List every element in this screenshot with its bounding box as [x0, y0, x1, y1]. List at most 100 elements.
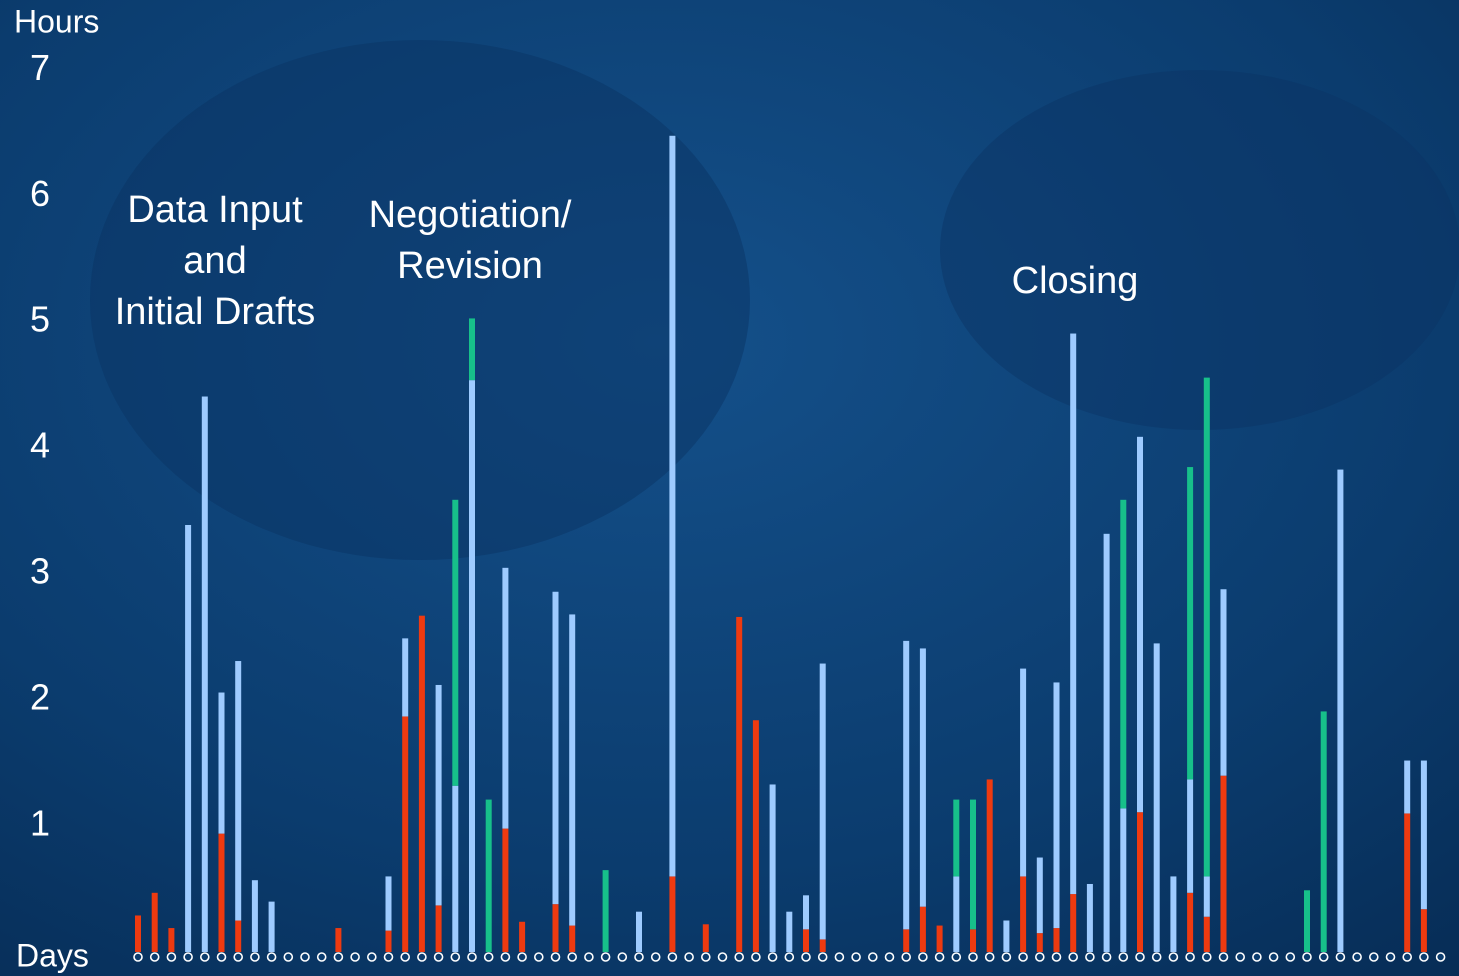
day-marker — [1318, 952, 1329, 962]
day-marker — [1202, 952, 1212, 962]
day-marker — [1185, 952, 1195, 962]
day-marker — [650, 952, 661, 962]
bar-segment — [1020, 876, 1027, 952]
y-tick-label: 6 — [30, 173, 50, 214]
day-marker — [1218, 952, 1229, 962]
bar-segment — [435, 905, 442, 952]
bar-segment — [251, 880, 258, 952]
bar-segment — [452, 499, 459, 786]
day-marker — [233, 952, 243, 962]
day-marker — [467, 952, 477, 962]
y-axis-title: Hours — [14, 3, 99, 39]
bar-segment — [819, 663, 826, 940]
bar-segment — [235, 661, 242, 921]
bar-segment — [335, 928, 342, 952]
day-marker — [984, 952, 995, 962]
day-marker — [1352, 952, 1362, 962]
day-marker — [400, 952, 411, 962]
day-marker — [717, 952, 728, 962]
day-marker — [133, 952, 143, 962]
day-marker — [934, 952, 945, 962]
bar-segment — [1120, 808, 1127, 952]
bar-segment — [402, 638, 409, 717]
background-shape — [90, 40, 750, 560]
day-marker — [1118, 952, 1129, 962]
day-marker — [366, 952, 377, 962]
bar-segment — [1404, 760, 1411, 814]
bar-segment — [452, 785, 459, 952]
bar-segment — [1120, 499, 1127, 809]
day-marker — [951, 952, 962, 962]
day-marker — [901, 952, 912, 962]
bar-segment — [1070, 894, 1077, 952]
bar-segment — [418, 615, 425, 952]
bar-segment — [569, 925, 576, 952]
day-marker — [550, 952, 561, 962]
day-marker — [1235, 952, 1245, 962]
annotation: Negotiation/ — [369, 194, 572, 236]
bar-segment — [185, 524, 192, 952]
bar-segment — [669, 135, 676, 877]
day-marker — [1085, 952, 1095, 962]
bar-segment — [1036, 857, 1043, 934]
bar-segment — [702, 924, 709, 952]
day-marker — [183, 952, 193, 962]
y-tick-label: 1 — [30, 803, 50, 844]
bar-segment — [636, 911, 642, 952]
day-marker — [867, 952, 878, 962]
bar-segment — [1137, 812, 1143, 952]
bar-segment — [786, 911, 793, 952]
day-marker — [817, 952, 828, 962]
bar-segment — [1153, 643, 1160, 952]
bar-segment — [986, 779, 993, 952]
bar-segment — [669, 876, 676, 952]
annotation: Closing — [1012, 260, 1139, 302]
bar-segment — [552, 591, 559, 905]
day-marker — [450, 952, 461, 962]
bar-segment — [385, 876, 392, 931]
day-marker — [500, 952, 511, 962]
annotation: Data Input — [127, 189, 303, 231]
x-axis-title: Days — [16, 937, 89, 973]
day-marker — [1285, 952, 1296, 962]
day-marker — [517, 952, 527, 962]
day-marker — [350, 952, 360, 962]
bar-segment — [936, 925, 943, 952]
bar-segment — [1304, 890, 1310, 952]
bar-segment — [1036, 933, 1043, 952]
bar-segment — [1203, 916, 1210, 952]
bar-segment — [435, 684, 442, 906]
bar-segment — [602, 870, 609, 952]
bar-segment — [218, 833, 225, 952]
day-marker — [1419, 952, 1429, 962]
day-marker — [483, 952, 494, 962]
day-marker — [417, 952, 427, 962]
bar-segment — [569, 614, 576, 926]
bar-segment — [953, 799, 960, 877]
day-marker — [1051, 952, 1062, 962]
day-marker — [851, 952, 861, 962]
bar-segment — [402, 716, 409, 952]
day-marker — [1435, 952, 1446, 962]
day-marker — [1385, 952, 1396, 962]
day-marker — [634, 952, 644, 962]
bar-segment — [919, 906, 926, 952]
day-marker — [1402, 952, 1412, 962]
annotation: and — [183, 240, 246, 282]
day-marker — [884, 952, 895, 962]
bar-segment — [1404, 813, 1411, 952]
day-marker — [1302, 952, 1312, 962]
day-marker — [617, 952, 628, 962]
bar-segment — [1420, 909, 1427, 952]
day-marker — [283, 952, 294, 962]
y-tick-label: 7 — [30, 47, 50, 88]
bar-segment — [903, 929, 910, 952]
day-marker — [834, 952, 845, 962]
day-marker — [784, 952, 795, 962]
bar-segment — [1103, 533, 1110, 952]
day-marker — [567, 952, 578, 962]
day-marker — [1018, 952, 1028, 962]
day-marker — [1369, 952, 1379, 962]
bar-segment — [953, 876, 960, 952]
